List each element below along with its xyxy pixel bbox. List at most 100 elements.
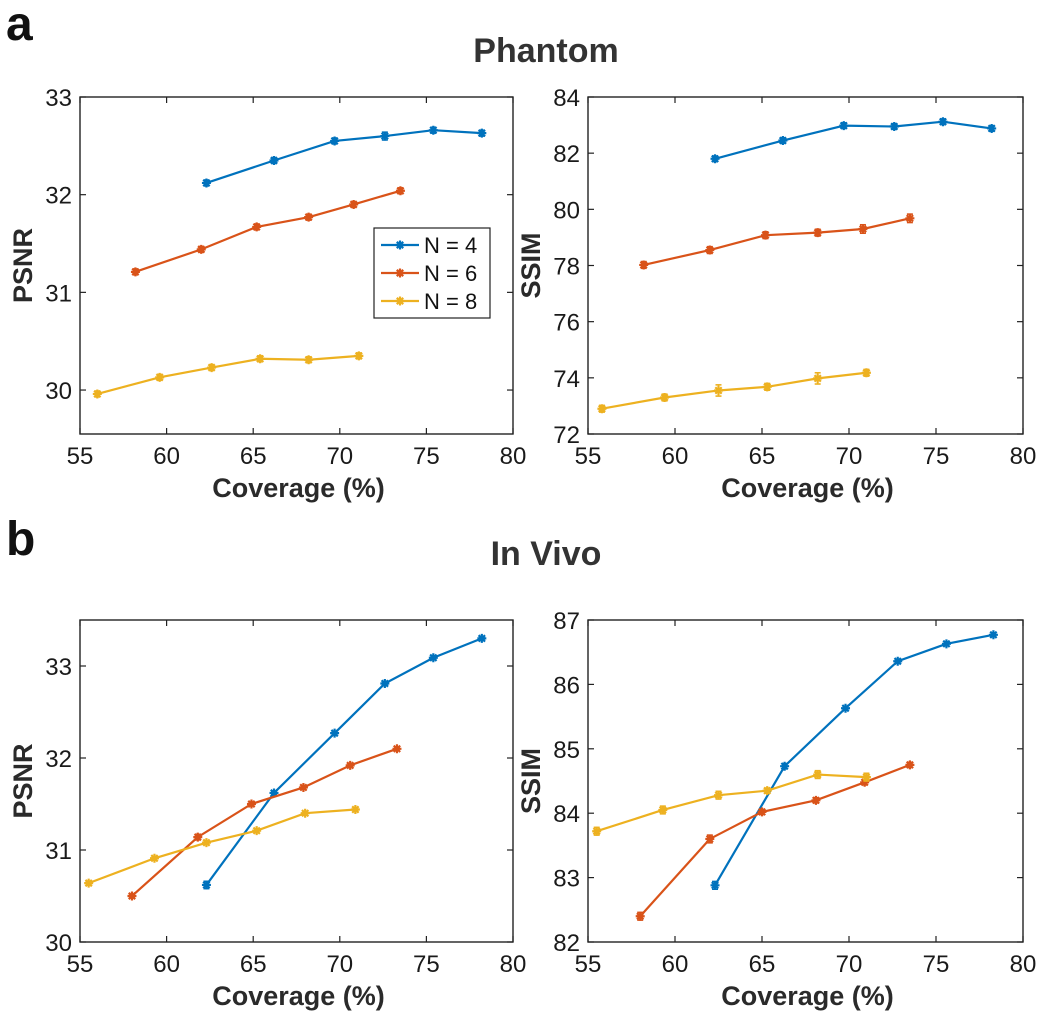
data-point — [811, 795, 821, 805]
y-tick-label: 86 — [553, 672, 580, 699]
data-point — [597, 404, 607, 414]
y-axis-label: PSNR — [8, 743, 38, 818]
data-point — [269, 155, 279, 165]
series-n6 — [127, 744, 402, 901]
series-line — [205, 637, 483, 886]
x-tick-label: 70 — [836, 443, 863, 470]
data-point — [300, 808, 310, 818]
x-tick-label: 55 — [575, 951, 602, 978]
data-point — [813, 770, 823, 780]
y-tick-label: 31 — [45, 838, 72, 865]
data-point — [760, 230, 770, 240]
y-axis-label: PSNR — [8, 228, 38, 303]
series-line — [88, 808, 356, 885]
panel-letter-b: b — [6, 513, 35, 566]
data-point — [778, 136, 788, 146]
legend-entry: N = 8 — [424, 289, 477, 314]
y-tick-label: 33 — [45, 654, 72, 681]
data-point — [392, 744, 402, 754]
data-point — [813, 373, 823, 383]
panel-letter-a: a — [6, 0, 33, 51]
x-tick-label: 75 — [413, 951, 440, 978]
series-line — [643, 217, 911, 267]
series-n4 — [710, 630, 998, 890]
data-point — [155, 372, 165, 382]
section-title-phantom: Phantom — [473, 32, 618, 70]
data-point — [354, 351, 364, 361]
data-point — [861, 368, 871, 378]
data-point — [207, 363, 217, 373]
series-line — [714, 633, 994, 886]
legend-marker — [395, 296, 405, 306]
x-axis-label: Coverage (%) — [721, 473, 894, 503]
phantom-psnr-chart: 55 60 65 70 75 80 30 31 32 33 Coverage (%) PSNR N = … — [8, 85, 526, 503]
data-point — [84, 878, 94, 888]
y-tick-label: 30 — [45, 378, 72, 405]
data-point — [860, 777, 870, 787]
data-point — [330, 136, 340, 146]
x-tick-label: 75 — [923, 951, 950, 978]
phantom-ssim-chart: 55 60 65 70 75 80 72 74 76 78 80 82 84 Coverage (%) SS… — [516, 85, 1036, 503]
data-point — [988, 630, 998, 640]
x-tick-label: 75 — [413, 443, 440, 470]
x-tick-label: 70 — [836, 951, 863, 978]
data-point — [304, 212, 314, 222]
in-vivo-psnr-chart: 55 60 65 70 75 80 30 31 32 33 Coverage (%) PSNR — [8, 619, 526, 1011]
data-point — [905, 760, 915, 770]
data-point — [380, 678, 390, 688]
data-point — [428, 653, 438, 663]
series-n8 — [597, 368, 871, 414]
x-tick-label: 80 — [500, 443, 527, 470]
x-tick-label: 65 — [749, 951, 776, 978]
data-point — [252, 222, 262, 232]
y-tick-label: 30 — [45, 930, 72, 957]
x-tick-label: 55 — [67, 443, 94, 470]
y-tick-label: 33 — [45, 85, 72, 112]
x-tick-label: 65 — [240, 951, 267, 978]
legend-entry: N = 6 — [424, 261, 477, 286]
legend-marker — [395, 268, 405, 278]
y-tick-label: 85 — [553, 737, 580, 764]
data-point — [757, 807, 767, 817]
data-point — [92, 389, 102, 399]
data-point — [330, 728, 340, 738]
data-point — [893, 656, 903, 666]
data-point — [705, 245, 715, 255]
y-axis-label: SSIM — [516, 748, 546, 814]
data-point — [762, 382, 772, 392]
section-title-in-vivo: In Vivo — [491, 535, 602, 573]
data-point — [246, 799, 256, 809]
x-axis-label: Coverage (%) — [212, 981, 385, 1011]
x-tick-label: 70 — [326, 951, 353, 978]
y-tick-label: 76 — [553, 310, 580, 337]
axes-box — [587, 619, 1024, 943]
data-point — [705, 834, 715, 844]
data-point — [762, 786, 772, 796]
data-point — [477, 128, 487, 138]
x-tick-label: 80 — [1010, 443, 1037, 470]
x-tick-label: 55 — [67, 951, 94, 978]
axes-box — [587, 96, 1024, 435]
data-point — [635, 911, 645, 921]
x-tick-label: 60 — [153, 951, 180, 978]
y-tick-label: 32 — [45, 183, 72, 210]
data-point — [858, 224, 868, 234]
data-point — [252, 826, 262, 836]
y-tick-label: 87 — [553, 608, 580, 635]
x-tick-label: 65 — [749, 443, 776, 470]
series-n6 — [130, 186, 405, 277]
data-point — [780, 761, 790, 771]
x-axis-label: Coverage (%) — [212, 473, 385, 503]
series-n4 — [710, 117, 997, 164]
data-point — [987, 123, 997, 133]
data-point — [269, 788, 279, 798]
legend-entry: N = 4 — [424, 233, 477, 258]
data-point — [428, 125, 438, 135]
data-point — [905, 213, 915, 223]
data-point — [861, 772, 871, 782]
data-point — [201, 838, 211, 848]
data-point — [592, 826, 602, 836]
y-axis-label: SSIM — [516, 232, 546, 298]
data-point — [196, 244, 206, 254]
